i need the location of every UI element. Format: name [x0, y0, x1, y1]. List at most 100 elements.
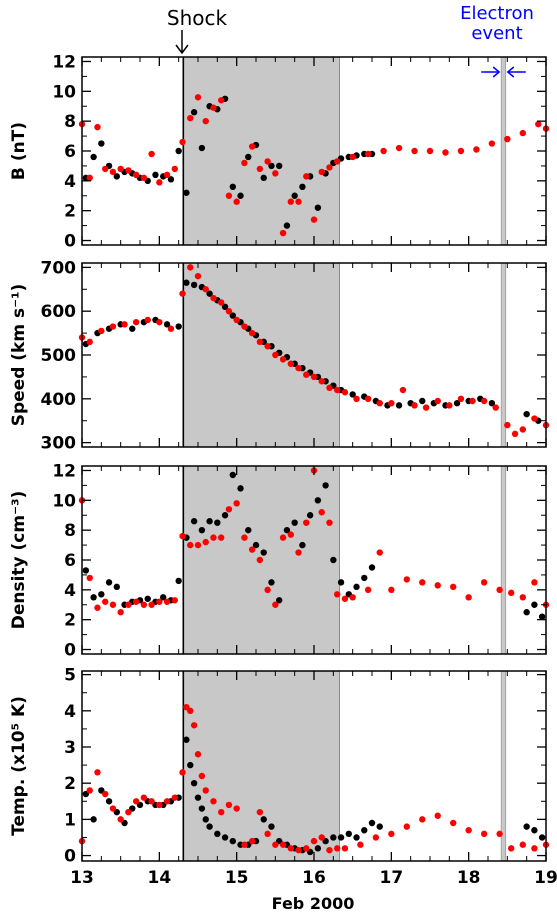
- data-point: [268, 579, 275, 586]
- data-point: [183, 736, 190, 743]
- y-tick-label: 12: [52, 52, 76, 72]
- data-point: [388, 399, 395, 407]
- data-point: [345, 830, 352, 838]
- data-point: [86, 338, 93, 346]
- data-point: [446, 402, 453, 409]
- data-point: [132, 598, 140, 605]
- data-point: [102, 165, 109, 173]
- data-point: [260, 174, 267, 182]
- data-point: [318, 509, 325, 516]
- data-point: [376, 549, 383, 556]
- data-point: [241, 323, 248, 330]
- data-point: [395, 144, 403, 152]
- data-point: [221, 512, 229, 519]
- data-point: [388, 586, 395, 594]
- data-point: [523, 823, 530, 830]
- data-point: [496, 586, 503, 594]
- data-point: [206, 290, 213, 297]
- data-point: [194, 94, 202, 101]
- event-arrow-left-head: [492, 66, 501, 78]
- data-point: [140, 174, 148, 182]
- data-point: [535, 120, 542, 128]
- data-point: [214, 830, 221, 838]
- data-point: [341, 389, 349, 396]
- shaded-region-1: [183, 56, 340, 246]
- data-point: [531, 845, 538, 852]
- data-point: [303, 845, 310, 852]
- data-point: [395, 402, 403, 409]
- data-point: [434, 812, 441, 819]
- data-point: [349, 594, 356, 601]
- panel-1: 0 2 4 6 8 10 12 B (nT): [9, 52, 550, 252]
- data-point: [179, 532, 186, 540]
- data-point: [295, 846, 302, 854]
- data-point: [140, 601, 148, 608]
- data-point: [368, 564, 376, 571]
- data-point: [117, 165, 124, 173]
- data-point: [152, 171, 159, 179]
- data-point: [364, 150, 372, 158]
- event-arrow-right-head: [506, 66, 515, 78]
- data-point: [492, 404, 499, 411]
- data-point: [94, 123, 101, 131]
- data-point: [237, 192, 244, 199]
- electron-event-label-line2: event: [471, 23, 522, 44]
- data-point: [523, 410, 530, 418]
- data-point: [488, 399, 496, 407]
- data-point: [163, 321, 171, 328]
- data-point: [175, 577, 182, 585]
- data-point: [334, 845, 341, 852]
- data-point: [218, 808, 225, 816]
- y-tick-label: 300: [41, 434, 77, 454]
- data-point: [450, 583, 457, 591]
- data-point: [341, 595, 349, 602]
- top-annotations: Shock Electron event: [167, 3, 534, 55]
- data-point: [279, 356, 287, 363]
- y-tick-label: 700: [41, 258, 77, 278]
- x-tick-label: 14: [147, 868, 171, 888]
- data-point: [241, 841, 248, 848]
- data-point: [334, 158, 341, 165]
- data-point: [105, 579, 113, 586]
- data-point: [225, 307, 233, 315]
- data-point: [252, 541, 260, 549]
- data-point: [295, 364, 302, 372]
- data-point: [295, 198, 302, 205]
- shaded-region-2: [500, 56, 507, 246]
- data-point: [287, 198, 294, 205]
- data-point: [465, 827, 472, 834]
- data-point: [248, 329, 256, 337]
- data-point: [364, 395, 372, 403]
- data-point: [132, 798, 140, 805]
- data-point: [291, 519, 298, 526]
- data-point: [361, 574, 368, 582]
- data-point: [187, 264, 194, 271]
- data-point: [322, 482, 329, 489]
- data-point: [156, 179, 163, 186]
- data-point: [86, 174, 93, 182]
- data-point: [98, 591, 105, 598]
- data-point: [287, 531, 294, 538]
- data-point: [268, 823, 275, 830]
- data-point: [210, 534, 217, 541]
- data-point: [480, 397, 488, 405]
- panel-3: 0 2 4 6 8 10 12 Density (cm⁻³): [9, 461, 550, 661]
- data-point: [190, 722, 198, 729]
- data-point: [291, 192, 298, 199]
- y-axis-label: Temp. (x10⁵ K): [9, 696, 29, 836]
- y-tick-label: 4: [64, 702, 76, 722]
- data-point: [264, 586, 271, 594]
- data-point: [504, 135, 511, 143]
- data-point: [140, 794, 148, 801]
- data-point: [465, 594, 472, 601]
- y-tick-label: 0: [64, 232, 76, 252]
- data-point: [256, 338, 264, 346]
- data-point: [399, 386, 407, 394]
- data-point: [334, 386, 341, 394]
- data-point: [334, 591, 341, 598]
- shaded-region-2: [500, 262, 507, 448]
- data-point: [98, 140, 105, 147]
- data-point: [326, 164, 333, 171]
